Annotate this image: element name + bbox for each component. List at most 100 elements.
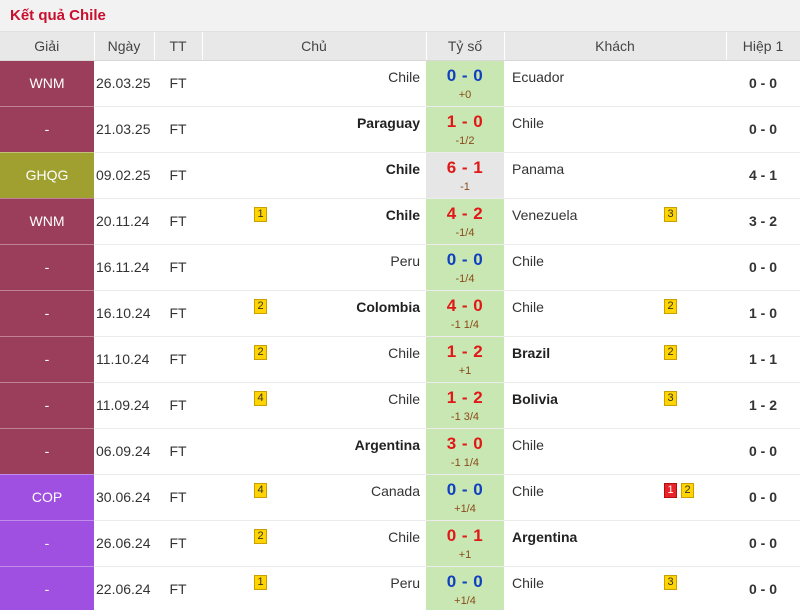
home-team-cell[interactable]: Paraguay bbox=[202, 106, 426, 153]
league-label[interactable]: WNM bbox=[29, 213, 65, 229]
score-value[interactable]: 4 - 2 bbox=[446, 204, 484, 223]
home-team-name[interactable]: Chile bbox=[385, 207, 420, 223]
league-label[interactable]: - bbox=[44, 305, 50, 321]
home-team-name[interactable]: Peru bbox=[390, 253, 420, 269]
away-team-name[interactable]: Brazil bbox=[512, 345, 551, 361]
away-team-cell[interactable]: Argentina bbox=[504, 520, 726, 567]
score-value[interactable]: 0 - 1 bbox=[446, 526, 484, 545]
away-team-name[interactable]: Chile bbox=[512, 483, 544, 499]
score-value[interactable]: 1 - 2 bbox=[446, 388, 484, 407]
home-team-cell[interactable]: 1 Chile bbox=[202, 198, 426, 245]
score-value[interactable]: 0 - 0 bbox=[446, 250, 484, 269]
table-row[interactable]: GHQG 09.02.25 FT Chile 6 - 1 -1 Panama 4 - 1 bbox=[0, 152, 800, 199]
score-value[interactable]: 0 - 0 bbox=[446, 480, 484, 499]
home-team-cell[interactable]: 4 Chile bbox=[202, 382, 426, 429]
home-team-name[interactable]: Chile bbox=[388, 345, 420, 361]
score-value[interactable]: 6 - 1 bbox=[446, 158, 484, 177]
away-team-cell[interactable]: Ecuador bbox=[504, 60, 726, 107]
score-cell[interactable]: 0 - 1 +1 bbox=[426, 520, 504, 567]
league-cell[interactable]: - bbox=[0, 382, 94, 429]
away-team-name[interactable]: Chile bbox=[512, 115, 544, 131]
score-cell[interactable]: 4 - 2 -1/4 bbox=[426, 198, 504, 245]
away-team-cell[interactable]: Venezuela 3 bbox=[504, 198, 726, 245]
home-team-name[interactable]: Colombia bbox=[356, 299, 420, 315]
league-cell[interactable]: COP bbox=[0, 474, 94, 521]
away-team-cell[interactable]: Bolivia 3 bbox=[504, 382, 726, 429]
away-team-name[interactable]: Ecuador bbox=[512, 69, 565, 85]
league-cell[interactable]: - bbox=[0, 244, 94, 291]
away-team-name[interactable]: Chile bbox=[512, 253, 544, 269]
home-team-name[interactable]: Chile bbox=[388, 69, 420, 85]
league-label[interactable]: - bbox=[44, 443, 50, 459]
league-label[interactable]: - bbox=[44, 535, 50, 551]
league-label[interactable]: - bbox=[44, 397, 50, 413]
league-cell[interactable]: - bbox=[0, 520, 94, 567]
away-team-name[interactable]: Bolivia bbox=[512, 391, 558, 407]
home-team-name[interactable]: Chile bbox=[388, 391, 420, 407]
home-team-cell[interactable]: 1 Peru bbox=[202, 566, 426, 610]
away-team-name[interactable]: Chile bbox=[512, 299, 544, 315]
score-cell[interactable]: 1 - 2 +1 bbox=[426, 336, 504, 383]
away-team-cell[interactable]: Chile 3 bbox=[504, 566, 726, 610]
away-team-cell[interactable]: Chile 1 2 bbox=[504, 474, 726, 521]
home-team-cell[interactable]: Peru bbox=[202, 244, 426, 291]
score-cell[interactable]: 0 - 0 -1/4 bbox=[426, 244, 504, 291]
home-team-cell[interactable]: 2 Chile bbox=[202, 336, 426, 383]
score-value[interactable]: 0 - 0 bbox=[446, 66, 484, 85]
score-cell[interactable]: 0 - 0 +1/4 bbox=[426, 566, 504, 610]
table-row[interactable]: - 22.06.24 FT 1 Peru 0 - 0 +1/4 Chile 3 0 - 0 bbox=[0, 566, 800, 610]
league-cell[interactable]: - bbox=[0, 106, 94, 153]
league-label[interactable]: COP bbox=[31, 489, 63, 505]
away-team-cell[interactable]: Chile bbox=[504, 106, 726, 153]
away-team-cell[interactable]: Chile bbox=[504, 244, 726, 291]
score-value[interactable]: 1 - 0 bbox=[446, 112, 484, 131]
score-value[interactable]: 4 - 0 bbox=[446, 296, 484, 315]
away-team-cell[interactable]: Chile 2 bbox=[504, 290, 726, 337]
league-label[interactable]: - bbox=[44, 581, 50, 597]
home-team-cell[interactable]: 4 Canada bbox=[202, 474, 426, 521]
table-row[interactable]: - 11.09.24 FT 4 Chile 1 - 2 -1 3/4 Bolivia 3 1 - … bbox=[0, 382, 800, 429]
score-cell[interactable]: 0 - 0 +1/4 bbox=[426, 474, 504, 521]
home-team-name[interactable]: Canada bbox=[370, 483, 420, 499]
home-team-name[interactable]: Chile bbox=[385, 161, 420, 177]
score-value[interactable]: 3 - 0 bbox=[446, 434, 484, 453]
home-team-name[interactable]: Argentina bbox=[354, 437, 420, 453]
league-cell[interactable]: GHQG bbox=[0, 152, 94, 199]
away-team-cell[interactable]: Brazil 2 bbox=[504, 336, 726, 383]
table-row[interactable]: WNM 20.11.24 FT 1 Chile 4 - 2 -1/4 Venezuela 3 3 … bbox=[0, 198, 800, 245]
home-team-cell[interactable]: Chile bbox=[202, 152, 426, 199]
score-cell[interactable]: 6 - 1 -1 bbox=[426, 152, 504, 199]
score-cell[interactable]: 0 - 0 +0 bbox=[426, 60, 504, 107]
home-team-cell[interactable]: 2 Chile bbox=[202, 520, 426, 567]
league-cell[interactable]: - bbox=[0, 290, 94, 337]
score-cell[interactable]: 4 - 0 -1 1/4 bbox=[426, 290, 504, 337]
score-cell[interactable]: 1 - 0 -1/2 bbox=[426, 106, 504, 153]
home-team-name[interactable]: Peru bbox=[390, 575, 420, 591]
league-label[interactable]: WNM bbox=[29, 75, 65, 91]
score-cell[interactable]: 3 - 0 -1 1/4 bbox=[426, 428, 504, 475]
table-row[interactable]: - 21.03.25 FT Paraguay 1 - 0 -1/2 Chile 0 - 0 bbox=[0, 106, 800, 153]
home-team-cell[interactable]: Chile bbox=[202, 60, 426, 107]
away-team-name[interactable]: Chile bbox=[512, 575, 544, 591]
home-team-name[interactable]: Paraguay bbox=[356, 115, 420, 131]
away-team-cell[interactable]: Panama bbox=[504, 152, 726, 199]
league-label[interactable]: GHQG bbox=[25, 167, 69, 183]
away-team-cell[interactable]: Chile bbox=[504, 428, 726, 475]
away-team-name[interactable]: Venezuela bbox=[512, 207, 578, 223]
league-label[interactable]: - bbox=[44, 259, 50, 275]
away-team-name[interactable]: Chile bbox=[512, 437, 544, 453]
league-cell[interactable]: WNM bbox=[0, 198, 94, 245]
table-row[interactable]: - 11.10.24 FT 2 Chile 1 - 2 +1 Brazil 2 1 - 1 bbox=[0, 336, 800, 383]
score-cell[interactable]: 1 - 2 -1 3/4 bbox=[426, 382, 504, 429]
league-label[interactable]: - bbox=[44, 351, 50, 367]
league-cell[interactable]: WNM bbox=[0, 60, 94, 107]
home-team-cell[interactable]: 2 Colombia bbox=[202, 290, 426, 337]
table-row[interactable]: - 26.06.24 FT 2 Chile 0 - 1 +1 Argentina 0 - 0 bbox=[0, 520, 800, 567]
league-cell[interactable]: - bbox=[0, 566, 94, 610]
league-label[interactable]: - bbox=[44, 121, 50, 137]
league-cell[interactable]: - bbox=[0, 336, 94, 383]
table-row[interactable]: - 16.10.24 FT 2 Colombia 4 - 0 -1 1/4 Chile 2 1 -… bbox=[0, 290, 800, 337]
away-team-name[interactable]: Panama bbox=[512, 161, 565, 177]
table-row[interactable]: - 16.11.24 FT Peru 0 - 0 -1/4 Chile 0 - 0 bbox=[0, 244, 800, 291]
away-team-name[interactable]: Argentina bbox=[512, 529, 578, 545]
